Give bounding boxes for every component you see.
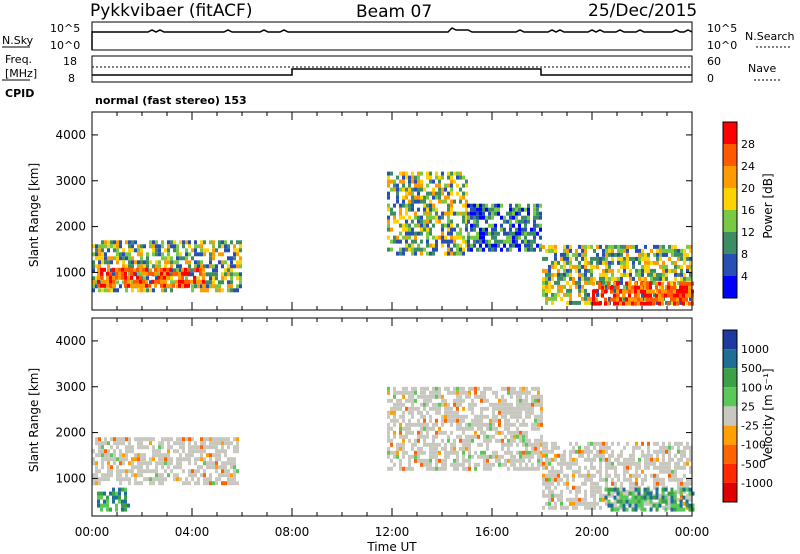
velocity-region-0 [92, 437, 239, 486]
cpid-label: CPID [5, 87, 34, 100]
velocity-colorbar-tick-6: -500 [741, 458, 766, 471]
freq-panel: Freq. [MHz] 18 8 60 0 Nave CPID normal (… [2, 53, 780, 107]
velocity-colorbar-swatch-5 [723, 425, 737, 445]
power-colorbar-swatch-6 [723, 254, 737, 276]
power-ytick-label-1000: 1000 [55, 265, 86, 279]
power-region-5 [592, 281, 694, 306]
power-y-axis-label: Slant Range [km] [27, 163, 41, 267]
freq-unit-label: [MHz] [5, 67, 37, 80]
velocity-colorbar-tick-5: -100 [741, 439, 766, 452]
velocity-panel: 1000 2000 3000 4000 Slant Range [km] 1000 50… [27, 317, 775, 517]
nsearch-label: N.Search [745, 30, 795, 43]
nsky-series [91, 27, 693, 50]
power-region-4 [542, 244, 692, 305]
velocity-colorbar-swatch-0 [723, 330, 737, 350]
power-colorbar-frame [722, 121, 738, 299]
power-colorbar-swatch-7 [723, 276, 737, 298]
power-colorbar-swatch-1 [723, 144, 737, 166]
power-colorbar-tick-2: 20 [741, 182, 755, 195]
velocity-colorbar-swatch-1 [723, 349, 737, 369]
power-region-0 [92, 240, 242, 293]
nsky-label: N.Sky [2, 34, 34, 47]
date-label: 25/Dec/2015 [588, 1, 697, 21]
power-colorbar-swatch-0 [723, 122, 737, 144]
velocity-colorbar-swatch-3 [723, 387, 737, 407]
n-right-tick-top: 10^5 [707, 22, 737, 35]
power-ytick-label-4000: 4000 [55, 128, 86, 142]
power-colorbar-tick-1: 24 [741, 160, 755, 173]
power-data [92, 171, 694, 306]
velocity-y-axis-label: Slant Range [km] [27, 368, 41, 472]
nave-tick-top: 60 [707, 55, 721, 68]
velocity-region-3 [542, 441, 692, 510]
power-colorbar-tick-0: 28 [741, 138, 755, 151]
freq-series [92, 68, 692, 76]
velocity-colorbar-swatch-2 [723, 368, 737, 388]
freq-label: Freq. [5, 53, 32, 66]
power-region-2 [387, 171, 468, 256]
velocity-region-2 [387, 386, 543, 471]
velocity-ytick-label-4000: 4000 [55, 334, 86, 348]
n-left-tick-top: 10^5 [50, 22, 80, 35]
power-region-1 [97, 267, 205, 288]
x-tick-label-1: 04:00 [175, 525, 210, 539]
x-tick-label-2: 08:00 [275, 525, 310, 539]
velocity-colorbar-swatch-7 [723, 463, 737, 483]
nave-label: Nave [748, 62, 776, 75]
velocity-colorbar-swatch-8 [723, 482, 737, 502]
power-colorbar-tick-3: 16 [741, 204, 755, 217]
velocity-data [92, 386, 695, 512]
velocity-colorbar-swatch-6 [723, 444, 737, 464]
velocity-colorbar-label: Velocity [m s⁻¹] [761, 368, 775, 461]
power-colorbar-tick-6: 4 [741, 270, 748, 283]
n-left-tick-bottom: 10^0 [50, 39, 80, 52]
freq-tick-top: 18 [63, 55, 77, 68]
velocity-ytick-label-2000: 2000 [55, 426, 86, 440]
velocity-colorbar-tick-3: 25 [741, 400, 755, 413]
beam-label: Beam 07 [356, 2, 432, 22]
velocity-region-4 [604, 487, 695, 512]
n-right-tick-bottom: 10^0 [707, 39, 737, 52]
power-colorbar-swatch-3 [723, 188, 737, 210]
radar-title: Pykkvibaer (fitACF) [90, 1, 252, 21]
nsky-panel: N.Sky 10^5 10^0 10^5 10^0 N.Search [2, 21, 795, 52]
x-tick-label-3: 12:00 [375, 525, 410, 539]
power-colorbar-tick-5: 8 [741, 248, 748, 261]
velocity-colorbar-swatch-4 [723, 406, 737, 426]
power-panel: 1000 2000 3000 4000 Slant Range [km] 28 24 20… [27, 111, 775, 311]
x-tick-label-4: 16:00 [475, 525, 510, 539]
power-ytick-label-3000: 3000 [55, 174, 86, 188]
power-colorbar-swatch-4 [723, 210, 737, 232]
x-tick-label-0: 00:00 [75, 525, 110, 539]
velocity-ytick-label-3000: 3000 [55, 380, 86, 394]
nave-tick-bottom: 0 [707, 72, 714, 85]
velocity-region-1 [97, 487, 130, 512]
cpid-text: normal (fast stereo) 153 [95, 94, 247, 107]
velocity-colorbar-tick-4: -25 [741, 420, 759, 433]
velocity-colorbar-tick-7: -1000 [741, 477, 773, 490]
power-colorbar-label: Power [dB] [761, 173, 775, 238]
power-colorbar-swatch-2 [723, 166, 737, 188]
x-axis-title: Time UT [366, 540, 417, 554]
power-ytick-label-2000: 2000 [55, 220, 86, 234]
velocity-colorbar-tick-1: 500 [741, 362, 762, 375]
power-colorbar-tick-4: 12 [741, 226, 755, 239]
velocity-colorbar-tick-2: 100 [741, 381, 762, 394]
x-tick-label-5: 20:00 [575, 525, 610, 539]
x-tick-label-6: 00:00 [675, 525, 710, 539]
power-region-3 [467, 203, 542, 252]
power-colorbar-swatch-5 [723, 232, 737, 254]
velocity-colorbar-frame [722, 329, 738, 503]
velocity-ytick-label-1000: 1000 [55, 471, 86, 485]
velocity-colorbar-tick-0: 1000 [741, 343, 769, 356]
freq-tick-bottom: 8 [68, 72, 75, 85]
